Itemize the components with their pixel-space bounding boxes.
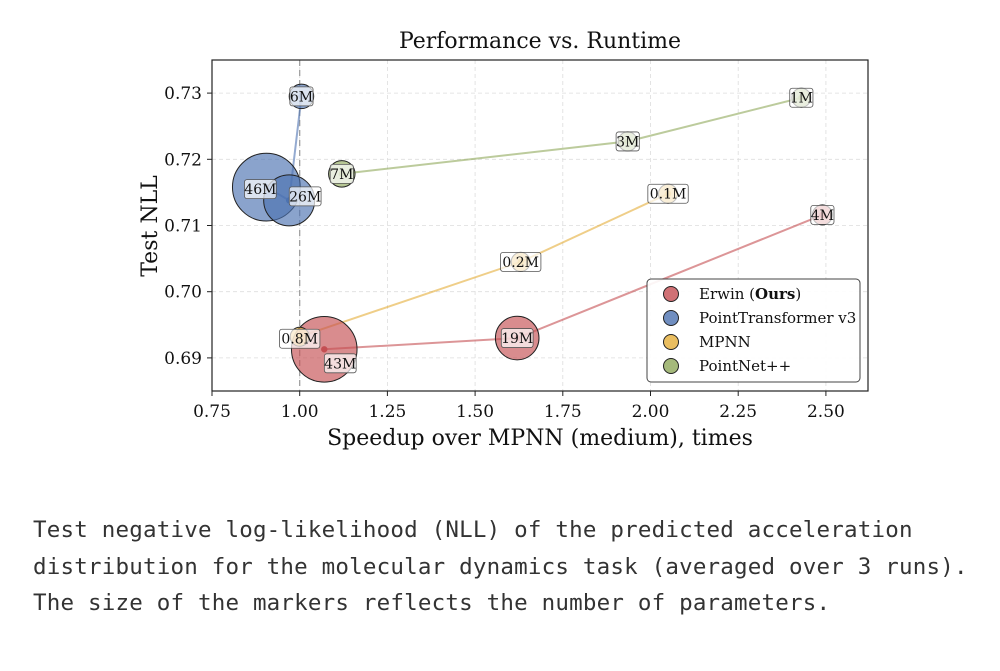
y-axis-label: Test NLL: [138, 175, 163, 277]
x-tick-label: 1.75: [544, 402, 582, 422]
data-label-box: [500, 252, 542, 272]
chart-title: Performance vs. Runtime: [399, 29, 681, 54]
x-tick-label: 2.25: [719, 402, 757, 422]
legend-swatch-3: [663, 358, 679, 374]
figure-caption: Test negative log-likelihood (NLL) of th…: [33, 517, 968, 616]
legend-swatch-1: [663, 310, 679, 326]
data-label: 4M: [811, 208, 834, 224]
series-line-3: [341, 96, 802, 175]
data-label: 6M: [290, 89, 313, 105]
data-label-box: [810, 205, 835, 225]
legend: Erwin (Ours) PointTransformer v3 MPNN Point…: [646, 278, 861, 383]
x-tick-label: 0.75: [193, 402, 231, 422]
data-label: 3M: [616, 134, 639, 150]
legend-entry-text: Erwin (: [699, 285, 755, 303]
legend-swatch-2: [663, 334, 679, 350]
data-label: 1M: [790, 91, 813, 107]
legend-entry-0: Erwin (Ours): [699, 285, 801, 303]
marker-center-s0-p0: [321, 346, 328, 353]
data-label: 0.1M: [650, 187, 687, 203]
data-label: 7M: [330, 167, 353, 183]
y-tick-label: 0.73: [164, 84, 202, 104]
y-tick-label: 0.71: [164, 217, 202, 237]
x-tick-label: 1.25: [368, 402, 406, 422]
data-label-box: [647, 183, 689, 204]
data-label: 26M: [289, 189, 321, 205]
x-tick-label: 2.00: [632, 402, 670, 422]
data-label-box: [323, 353, 357, 374]
data-label: 0.2M: [502, 255, 539, 271]
data-label-box: [289, 86, 314, 107]
x-tick-label: 1.50: [456, 402, 494, 422]
x-tick-label: 2.50: [807, 402, 845, 422]
data-label-box: [500, 328, 534, 348]
legend-entry-2: MPNN: [699, 333, 751, 351]
legend-entry-bold: Ours: [755, 285, 795, 303]
data-label-box: [615, 131, 640, 152]
y-tick-label: 0.69: [164, 349, 202, 369]
legend-box: [646, 278, 861, 383]
data-label-box: [789, 87, 814, 108]
data-label-box: [244, 179, 277, 200]
data-label: 43M: [324, 356, 356, 372]
y-tick-label: 0.70: [164, 283, 202, 303]
data-label-box: [288, 186, 322, 207]
legend-entry-1: PointTransformer v3: [699, 309, 856, 327]
x-tick-label: 1.00: [281, 402, 319, 422]
legend-swatch-0: [663, 286, 679, 302]
data-label: 19M: [501, 331, 533, 347]
data-labels-layer: 43M 19M 4M 46M 26M 6M 0.8M 0.2M 0.1M 7M 3M 1M: [244, 86, 835, 374]
ticks-layer: 0.75 1.00 1.25 1.50 1.75 2.00 2.25 2.50 0.69 0.70…: [164, 84, 845, 422]
data-label-box: [279, 328, 321, 349]
data-label-box: [329, 163, 354, 184]
data-label: 46M: [244, 182, 276, 198]
legend-entry-3: PointNet++: [699, 357, 791, 375]
series-line-2: [299, 192, 669, 338]
legend-entry-text-end: ): [795, 285, 801, 303]
data-label: 0.8M: [281, 332, 318, 348]
y-tick-label: 0.72: [164, 150, 202, 170]
x-axis-label: Speedup over MPNN (medium), times: [327, 426, 753, 451]
chart-figure: Performance vs. Runtime 43M 19M 4M 46M 26M 6M…: [138, 29, 869, 451]
